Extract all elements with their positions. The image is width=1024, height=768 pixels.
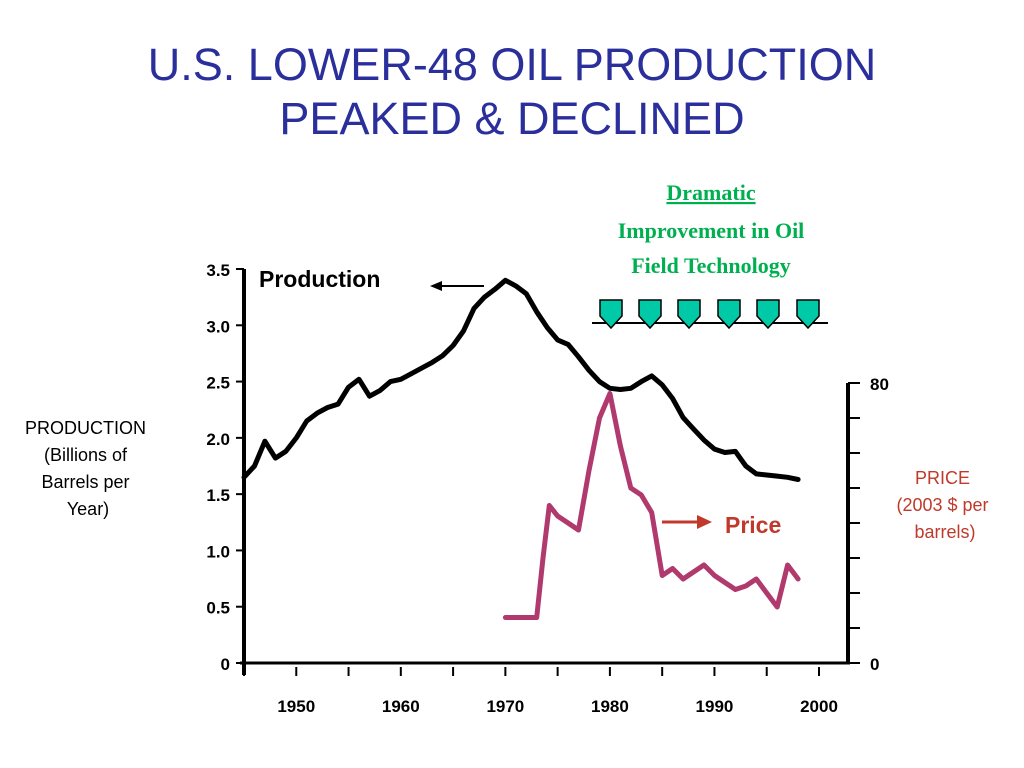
y-left-label-line-4: Year) bbox=[67, 499, 109, 519]
series-line-price bbox=[502, 391, 801, 620]
series-line-production bbox=[241, 277, 801, 482]
technology-arrow-icon bbox=[796, 299, 820, 330]
technology-line-1: Dramatic bbox=[666, 180, 755, 205]
y-left-label: PRODUCTION (Billions of Barrels per Year… bbox=[25, 418, 151, 519]
page-title: U.S. LOWER-48 OIL PRODUCTION PEAKED & DE… bbox=[0, 38, 1024, 146]
y-left-tick-label: 1.5 bbox=[206, 486, 230, 505]
technology-arrow-icon bbox=[756, 299, 780, 330]
x-tick-label: 1970 bbox=[486, 697, 524, 716]
technology-line-3: Field Technology bbox=[631, 253, 791, 278]
y-right-label-line-1: PRICE bbox=[915, 468, 970, 488]
technology-arrow-icon bbox=[599, 299, 623, 330]
y-left-tick-label: 1.0 bbox=[206, 542, 230, 561]
y-right-tick-label: 80 bbox=[870, 375, 889, 394]
price-annotation: Price bbox=[725, 512, 781, 538]
y-left-label-line-2: (Billions of bbox=[44, 445, 128, 465]
y-right-label: PRICE (2003 $ per barrels) bbox=[896, 468, 993, 542]
title-line-1: U.S. LOWER-48 OIL PRODUCTION bbox=[147, 39, 877, 90]
technology-arrow-icon bbox=[677, 299, 701, 330]
y-right-tick-label: 0 bbox=[870, 655, 879, 674]
y-left-tick-label: 2.5 bbox=[206, 374, 230, 393]
technology-arrows bbox=[592, 299, 828, 330]
technology-line-2: Improvement in Oil bbox=[618, 218, 805, 243]
chart-axes: 0 0.5 1.0 1.5 2.0 2.5 3.0 3.5 1950 1960 1970 1980 19… bbox=[206, 261, 889, 716]
x-tick-label: 1950 bbox=[277, 697, 315, 716]
x-tick-label: 1960 bbox=[382, 697, 420, 716]
x-tick-label: 2000 bbox=[800, 697, 838, 716]
x-tick-label: 1990 bbox=[696, 697, 734, 716]
chart-series bbox=[241, 277, 801, 620]
y-left-tick-label: 3.5 bbox=[206, 261, 230, 280]
production-arrow bbox=[430, 281, 484, 291]
production-annotation: Production bbox=[259, 266, 380, 292]
y-left-tick-label: 3.0 bbox=[206, 317, 230, 336]
y-left-tick-label: 0.5 bbox=[206, 599, 230, 618]
technology-arrow-icon bbox=[638, 299, 662, 330]
technology-arrow-icon bbox=[717, 299, 741, 330]
price-arrow bbox=[662, 515, 712, 529]
y-right-label-line-3: barrels) bbox=[914, 522, 975, 542]
y-left-tick-label: 2.0 bbox=[206, 430, 230, 449]
y-left-label-line-1: PRODUCTION bbox=[25, 418, 146, 438]
y-left-label-line-3: Barrels per bbox=[41, 472, 129, 492]
y-right-label-line-2: (2003 $ per bbox=[896, 495, 988, 515]
x-tick-label: 1980 bbox=[591, 697, 629, 716]
y-left-tick-label: 0 bbox=[221, 655, 230, 674]
title-line-2: PEAKED & DECLINED bbox=[279, 93, 745, 144]
